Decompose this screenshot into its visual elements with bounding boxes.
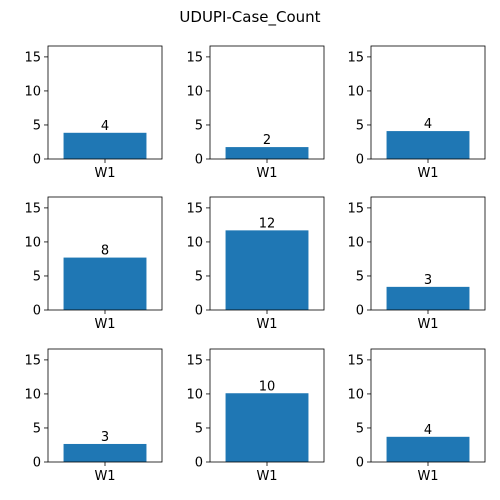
- bar-value-label: 4: [101, 119, 109, 134]
- axes-frame: [47, 196, 163, 311]
- bar-value-label: 12: [259, 216, 276, 231]
- x-tick-label: W1: [94, 166, 115, 181]
- y-tick-label: 0: [33, 304, 41, 319]
- chart-title: UDUPI-Case_Count: [179, 8, 320, 27]
- bar: [225, 393, 309, 462]
- bar-value-label: 3: [101, 430, 109, 445]
- y-tick-label: 0: [33, 153, 41, 168]
- x-tick-label: W1: [94, 469, 115, 484]
- subplot-panel: 4 W1 0 5 10 15: [347, 45, 486, 181]
- y-tick-label: 0: [33, 456, 41, 471]
- bar: [386, 286, 470, 310]
- bar-value-label: 3: [424, 273, 432, 288]
- y-tick-label: 15: [186, 201, 203, 216]
- x-tick-label: W1: [417, 166, 438, 181]
- y-tick-label: 10: [24, 84, 41, 99]
- x-tick-label: W1: [256, 469, 277, 484]
- subplot-panel: 3 W1 0 5 10 15: [347, 196, 486, 332]
- y-tick-label: 15: [186, 50, 203, 65]
- bar: [386, 131, 470, 159]
- axes-frame: [209, 196, 325, 311]
- y-tick-label: 0: [356, 304, 364, 319]
- y-tick-label: 15: [347, 353, 364, 368]
- y-tick-label: 10: [347, 235, 364, 250]
- y-tick-label: 15: [24, 201, 41, 216]
- y-tick-label: 5: [195, 421, 203, 436]
- bar-value-label: 2: [263, 133, 271, 148]
- subplot-panel: 8 W1 0 5 10 15: [24, 196, 163, 332]
- bar-value-label: 4: [424, 117, 432, 132]
- x-tick-label: W1: [417, 317, 438, 332]
- y-tick-label: 5: [33, 118, 41, 133]
- y-tick-label: 10: [186, 235, 203, 250]
- y-tick-label: 15: [347, 50, 364, 65]
- bar: [386, 436, 470, 462]
- y-tick-label: 10: [347, 84, 364, 99]
- y-tick-label: 15: [24, 353, 41, 368]
- bar: [225, 230, 309, 310]
- y-tick-label: 5: [356, 269, 364, 284]
- subplot-panel: 2 W1 0 5 10 15: [186, 45, 325, 181]
- axes-frame: [370, 196, 486, 311]
- bar-value-label: 10: [259, 379, 276, 394]
- y-tick-label: 0: [195, 456, 203, 471]
- x-tick-label: W1: [256, 166, 277, 181]
- y-tick-label: 10: [347, 387, 364, 402]
- y-tick-label: 5: [195, 118, 203, 133]
- y-tick-label: 15: [24, 50, 41, 65]
- y-tick-label: 15: [186, 353, 203, 368]
- bar-value-label: 8: [101, 244, 109, 259]
- y-tick-label: 10: [24, 387, 41, 402]
- axes-frame: [370, 45, 486, 160]
- y-tick-label: 10: [186, 84, 203, 99]
- subplot-panel: 4 W1 0 5 10 15: [347, 348, 486, 484]
- x-tick-label: W1: [256, 317, 277, 332]
- y-tick-label: 5: [356, 421, 364, 436]
- y-tick-label: 5: [33, 421, 41, 436]
- y-tick-label: 5: [195, 269, 203, 284]
- y-tick-label: 0: [195, 153, 203, 168]
- y-tick-label: 10: [186, 387, 203, 402]
- y-tick-label: 10: [24, 235, 41, 250]
- bar: [63, 132, 147, 159]
- axes-frame: [370, 348, 486, 463]
- y-tick-label: 5: [356, 118, 364, 133]
- y-tick-label: 5: [33, 269, 41, 284]
- subplot-panel: 12 W1 0 5 10 15: [186, 196, 325, 332]
- y-tick-label: 15: [347, 201, 364, 216]
- y-tick-label: 0: [356, 456, 364, 471]
- bar: [225, 147, 309, 159]
- y-tick-label: 0: [356, 153, 364, 168]
- x-tick-label: W1: [94, 317, 115, 332]
- bar: [63, 257, 147, 310]
- axes-frame: [209, 348, 325, 463]
- subplot-panel: 4 W1 0 5 10 15: [24, 45, 163, 181]
- subplot-panel: 10 W1 0 5 10 15: [186, 348, 325, 484]
- bar: [63, 443, 147, 462]
- axes-frame: [209, 45, 325, 160]
- y-tick-label: 0: [195, 304, 203, 319]
- axes-frame: [47, 348, 163, 463]
- subplot-panel: 3 W1 0 5 10 15: [24, 348, 163, 484]
- axes-frame: [47, 45, 163, 160]
- bar-value-label: 4: [424, 423, 432, 438]
- x-tick-label: W1: [417, 469, 438, 484]
